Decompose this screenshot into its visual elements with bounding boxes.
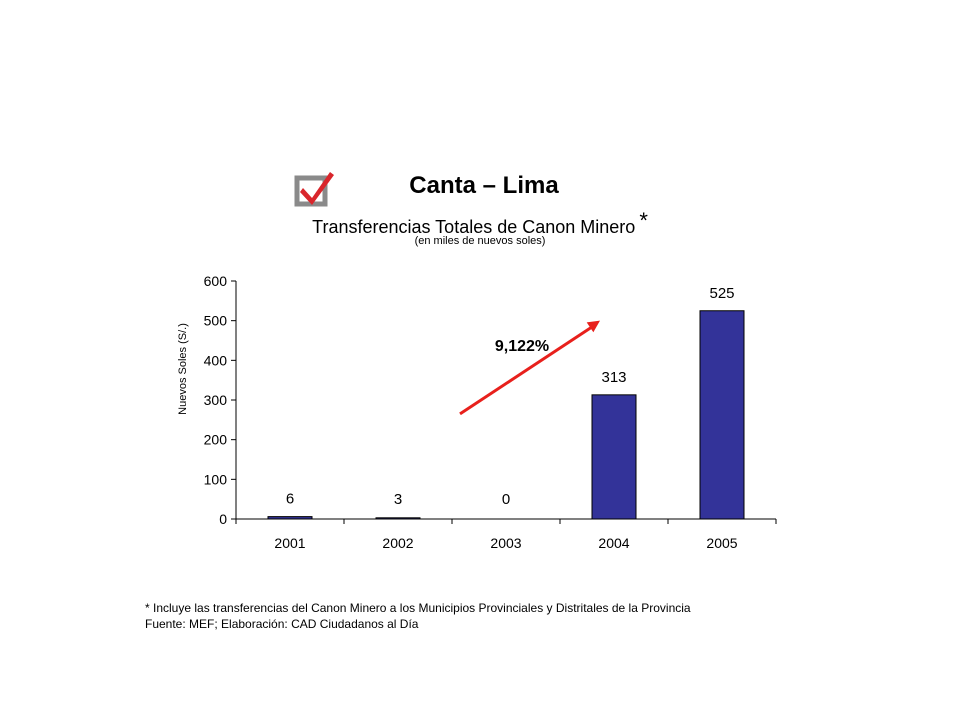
data-label: 525 bbox=[709, 285, 734, 302]
bar bbox=[699, 310, 745, 520]
y-tick-label: 200 bbox=[204, 432, 228, 448]
footnote: * Incluye las transferencias del Canon M… bbox=[145, 600, 691, 632]
x-axis: 2001 2002 2003 2004 2005 bbox=[235, 518, 777, 551]
x-tick-label: 2005 bbox=[706, 535, 737, 551]
growth-annotation: 9,122% bbox=[459, 320, 600, 416]
data-label: 0 bbox=[502, 491, 510, 508]
y-axis: 0 100 200 300 400 500 600 bbox=[204, 273, 237, 527]
footnote-source: Fuente: MEF; Elaboración: CAD Ciudadanos… bbox=[145, 617, 419, 631]
bar-chart: 0 100 200 300 400 500 600 2001 2002 2003 2004 2005… bbox=[177, 273, 777, 551]
bar bbox=[267, 516, 313, 520]
x-tick-label: 2001 bbox=[274, 535, 305, 551]
x-tick-label: 2004 bbox=[598, 535, 629, 551]
bar bbox=[375, 517, 421, 520]
y-tick-label: 600 bbox=[204, 273, 228, 289]
checkbox-checked-icon bbox=[294, 170, 354, 215]
chart-subtitle-text: Transferencias Totales de Canon Minero bbox=[312, 217, 636, 237]
y-tick-label: 0 bbox=[219, 511, 227, 527]
bar bbox=[591, 394, 637, 520]
data-label: 6 bbox=[286, 491, 294, 508]
y-tick-label: 400 bbox=[204, 352, 228, 368]
x-tick-label: 2002 bbox=[382, 535, 413, 551]
unit-note: (en miles de nuevos soles) bbox=[414, 235, 546, 247]
y-tick-label: 500 bbox=[204, 313, 228, 329]
chart-subtitle: Transferencias Totales de Canon Minero * bbox=[0, 208, 960, 238]
footnote-note: * Incluye las transferencias del Canon M… bbox=[145, 601, 691, 615]
trend-arrow-icon bbox=[459, 324, 595, 416]
data-label: 3 bbox=[394, 491, 402, 508]
chart-title: Canta – Lima bbox=[409, 172, 559, 199]
subtitle-footnote-mark: * bbox=[639, 208, 648, 233]
data-labels: 6 3 0 313 525 bbox=[286, 285, 735, 508]
bar-series bbox=[267, 310, 745, 520]
y-tick-label: 300 bbox=[204, 392, 228, 408]
y-tick-label: 100 bbox=[204, 471, 228, 487]
arrow-head-icon bbox=[586, 320, 600, 333]
x-tick-label: 2003 bbox=[490, 535, 521, 551]
y-axis-label: Nuevos Soles (S/.) bbox=[177, 323, 189, 415]
data-label: 313 bbox=[601, 369, 626, 386]
growth-label: 9,122% bbox=[495, 338, 549, 355]
